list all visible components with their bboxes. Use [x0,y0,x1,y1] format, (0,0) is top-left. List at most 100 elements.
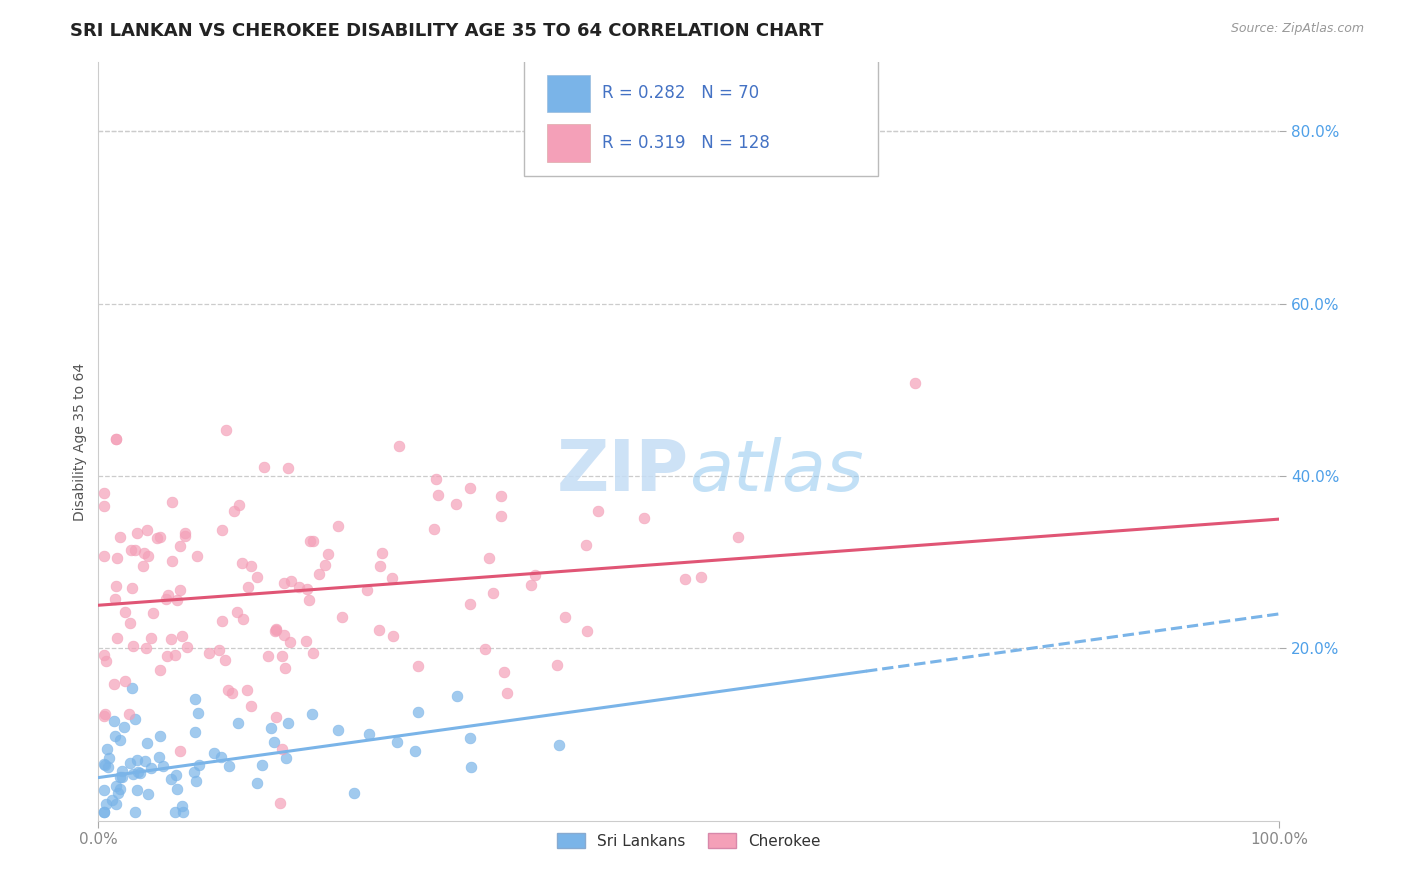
Point [174,525,197,540]
Point [136,524,159,538]
Point [408,705,430,719]
Point [263,735,285,749]
Point [110,770,132,784]
Point [446,690,468,704]
Point [250,758,273,772]
Point [371,545,394,559]
Point [114,605,136,619]
Point [904,376,927,391]
Point [575,537,598,551]
Point [491,489,513,503]
Point [298,534,321,549]
Point [135,641,157,656]
Point [381,571,404,585]
Point [520,578,543,592]
Point [211,614,233,628]
Point [103,729,125,743]
Point [271,742,294,756]
Point [381,629,404,643]
Y-axis label: Disability Age 35 to 64: Disability Age 35 to 64 [73,362,87,521]
Point [94,706,117,721]
Point [236,580,259,594]
Point [388,439,411,453]
Point [277,716,299,731]
Point [105,797,128,811]
Point [184,725,207,739]
Point [273,628,295,642]
Point [211,524,233,538]
Point [157,588,180,602]
Point [160,772,183,786]
Point [163,648,186,662]
Point [295,582,318,597]
Point [97,760,120,774]
Point [301,707,323,722]
Point [141,631,163,645]
Point [188,757,211,772]
Text: Source: ZipAtlas.com: Source: ZipAtlas.com [1230,22,1364,36]
Point [586,504,609,518]
Point [240,699,263,714]
Point [124,542,146,557]
Point [295,634,318,648]
Point [165,768,187,782]
Point [121,681,143,695]
Point [108,782,131,797]
Point [170,799,193,814]
Point [214,423,236,437]
Point [101,793,124,807]
Point [149,530,172,544]
Point [546,657,568,672]
Point [274,751,297,765]
Point [132,559,155,574]
Point [264,710,287,724]
Point [183,764,205,779]
Point [129,765,152,780]
Point [120,756,142,770]
Point [273,575,295,590]
Point [105,631,128,645]
Point [214,653,236,667]
FancyBboxPatch shape [547,75,589,112]
Point [93,499,115,513]
Text: R = 0.319   N = 128: R = 0.319 N = 128 [602,134,769,152]
Point [169,583,191,598]
Point [93,549,115,563]
Point [155,591,177,606]
FancyBboxPatch shape [523,55,877,177]
Point [114,674,136,689]
Point [139,761,162,775]
Point [481,585,503,599]
Point [406,658,429,673]
Point [202,746,225,760]
Point [103,676,125,690]
Point [228,498,250,512]
Point [93,783,115,797]
Point [111,764,134,778]
Text: SRI LANKAN VS CHEROKEE DISABILITY AGE 35 TO 64 CORRELATION CHART: SRI LANKAN VS CHEROKEE DISABILITY AGE 35… [70,22,824,40]
Point [427,488,450,502]
Point [105,779,128,793]
Point [326,723,349,738]
Point [94,797,117,812]
Point [127,764,149,779]
Point [224,504,246,518]
Point [404,744,426,758]
Point [264,623,287,637]
Point [727,530,749,544]
Point [474,642,496,657]
Point [162,554,184,568]
Point [93,648,115,663]
Point [342,786,364,800]
Point [94,758,117,772]
Point [165,805,187,819]
Point [103,714,125,729]
Point [458,597,481,611]
Point [148,749,170,764]
Point [169,744,191,758]
Point [280,574,302,588]
Point [271,649,294,664]
Point [122,767,145,781]
Point [136,549,159,563]
Point [136,787,159,801]
